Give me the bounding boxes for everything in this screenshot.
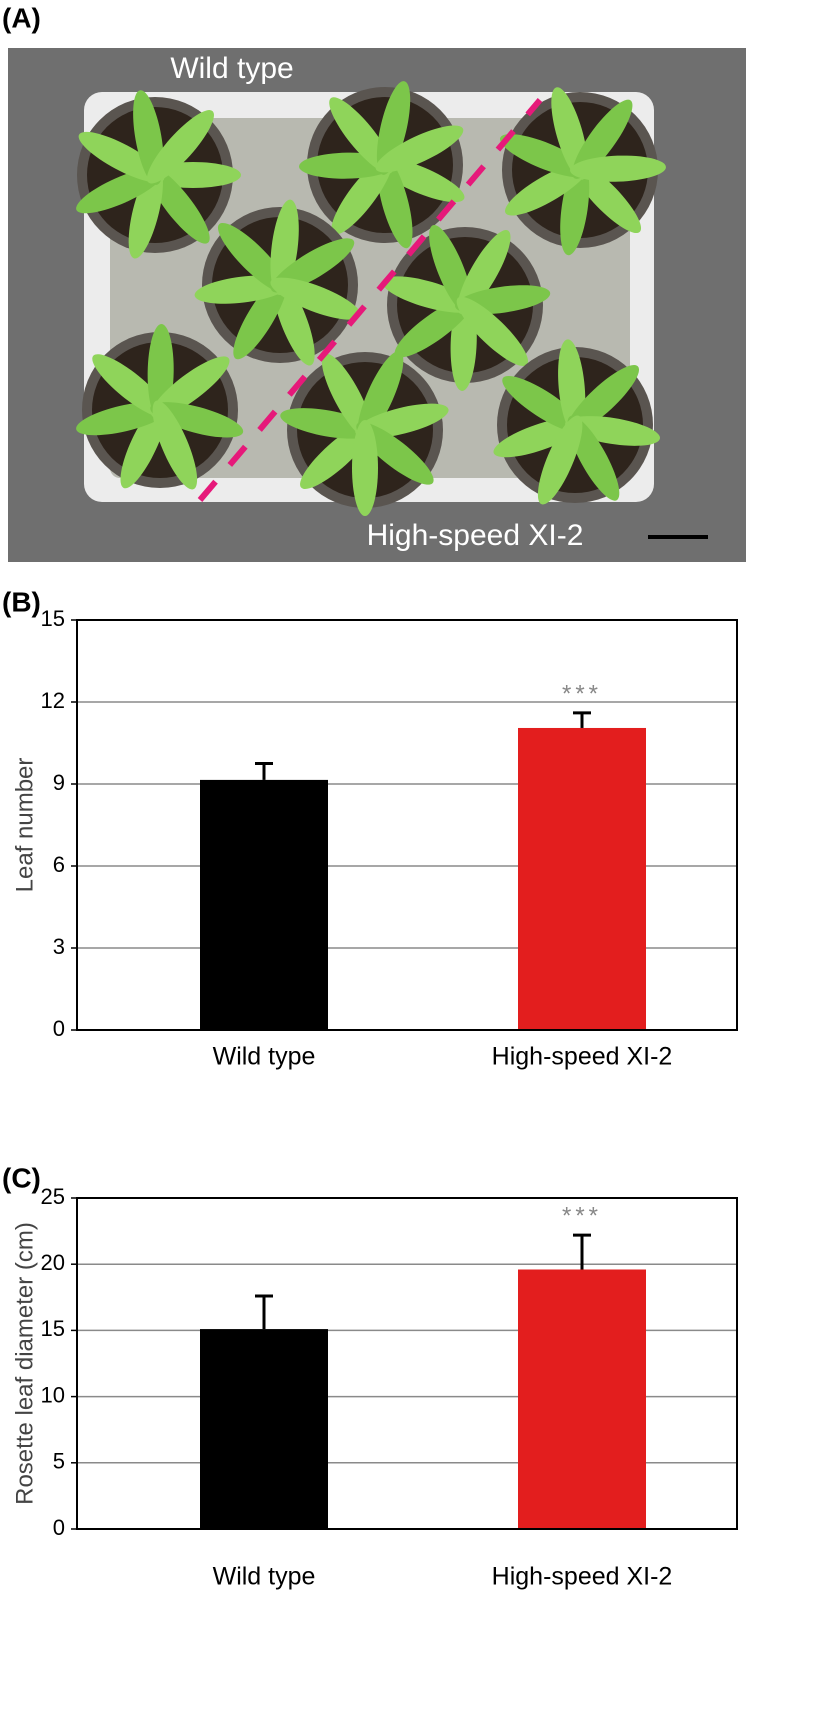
bar	[200, 779, 328, 1030]
leaf	[150, 402, 244, 438]
leaf	[566, 364, 639, 434]
photo-label: Wild type	[170, 52, 293, 85]
y-tick-label: 20	[41, 1250, 65, 1275]
leaf	[375, 125, 464, 173]
plot-frame	[76, 619, 738, 1031]
leaf	[270, 277, 361, 320]
bar	[200, 1329, 328, 1529]
y-tick-label: 15	[41, 606, 65, 631]
y-tick-label: 10	[41, 1382, 65, 1407]
leaf	[499, 134, 590, 178]
y-tick-label: 12	[41, 688, 65, 713]
leaf	[352, 420, 378, 516]
panel-label: (C)	[2, 1162, 41, 1193]
leaf	[92, 354, 169, 418]
leaf	[331, 156, 393, 235]
leaf	[146, 110, 214, 184]
y-tick-label: 0	[53, 1016, 65, 1041]
y-tick-label: 3	[53, 934, 65, 959]
leaf	[570, 155, 666, 182]
bar	[518, 1269, 646, 1529]
y-tick-label: 5	[53, 1449, 65, 1474]
y-tick-label: 9	[53, 770, 65, 795]
leaf	[152, 400, 198, 490]
leaf	[357, 351, 404, 440]
divider-line	[197, 98, 543, 502]
bar	[518, 727, 646, 1030]
leaf	[356, 422, 434, 485]
x-tick-label: Wild type	[213, 1563, 316, 1591]
panel-label: (A)	[2, 2, 41, 33]
panel-label: (B)	[2, 586, 41, 617]
y-axis-label: Rosette leaf diameter (cm)	[11, 1222, 38, 1505]
leaf	[376, 81, 411, 175]
leaf	[217, 222, 289, 294]
leaf	[537, 415, 583, 505]
significance-label: ***	[562, 680, 602, 707]
y-tick-label: 25	[41, 1184, 65, 1209]
leaf	[128, 165, 163, 259]
x-tick-label: High-speed XI-2	[492, 1043, 673, 1071]
leaf	[572, 99, 633, 179]
photo: Wild type High-speed XI-2	[8, 48, 746, 562]
tray-bottom	[110, 118, 630, 478]
y-axis-label: Leaf number	[11, 758, 38, 893]
plot-frame	[76, 1197, 738, 1530]
y-tick-label: 15	[41, 1316, 65, 1341]
leaf	[382, 276, 475, 313]
leaf	[457, 230, 511, 315]
significance-label: ***	[562, 1202, 602, 1229]
x-tick-label: Wild type	[213, 1043, 316, 1071]
y-tick-label: 0	[53, 1515, 65, 1540]
y-tick-label: 6	[53, 852, 65, 877]
leaf	[456, 296, 529, 367]
photo-label: High-speed XI-2	[367, 519, 584, 552]
x-tick-label: High-speed XI-2	[492, 1563, 673, 1591]
leaf	[280, 408, 375, 439]
leaf	[502, 375, 585, 433]
leaf	[233, 275, 288, 360]
leaf	[78, 131, 165, 183]
